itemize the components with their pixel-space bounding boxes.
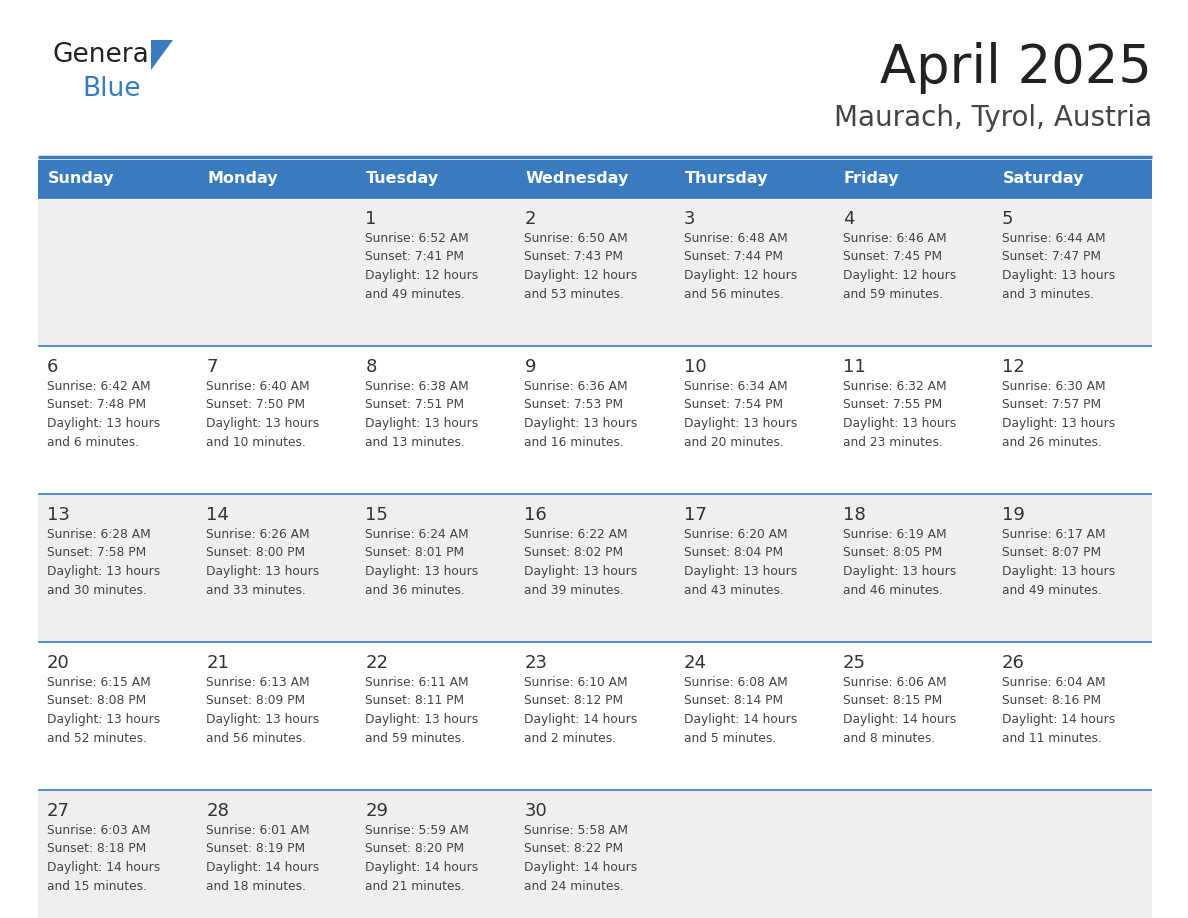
Bar	[197, 160, 356, 198]
Text: 3: 3	[683, 210, 695, 228]
Text: Sunrise: 6:04 AM
Sunset: 8:16 PM
Daylight: 14 hours
and 11 minutes.: Sunrise: 6:04 AM Sunset: 8:16 PM Dayligh…	[1001, 676, 1116, 744]
Text: Sunrise: 6:19 AM
Sunset: 8:05 PM
Daylight: 13 hours
and 46 minutes.: Sunrise: 6:19 AM Sunset: 8:05 PM Dayligh…	[842, 528, 956, 597]
Bar	[834, 160, 993, 198]
Text: Wednesday: Wednesday	[525, 172, 628, 186]
Text: Sunrise: 6:32 AM
Sunset: 7:55 PM
Daylight: 13 hours
and 23 minutes.: Sunrise: 6:32 AM Sunset: 7:55 PM Dayligh…	[842, 380, 956, 449]
Text: Sunrise: 6:22 AM
Sunset: 8:02 PM
Daylight: 13 hours
and 39 minutes.: Sunrise: 6:22 AM Sunset: 8:02 PM Dayligh…	[524, 528, 638, 597]
Text: 28: 28	[207, 802, 229, 820]
Text: Sunrise: 6:46 AM
Sunset: 7:45 PM
Daylight: 12 hours
and 59 minutes.: Sunrise: 6:46 AM Sunset: 7:45 PM Dayligh…	[842, 232, 956, 300]
Text: Friday: Friday	[843, 172, 899, 186]
Text: Sunrise: 6:30 AM
Sunset: 7:57 PM
Daylight: 13 hours
and 26 minutes.: Sunrise: 6:30 AM Sunset: 7:57 PM Dayligh…	[1001, 380, 1116, 449]
Text: 11: 11	[842, 358, 866, 376]
Text: Thursday: Thursday	[684, 172, 769, 186]
Text: Sunrise: 6:42 AM
Sunset: 7:48 PM
Daylight: 13 hours
and 6 minutes.: Sunrise: 6:42 AM Sunset: 7:48 PM Dayligh…	[48, 380, 160, 449]
Text: Maurach, Tyrol, Austria: Maurach, Tyrol, Austria	[834, 104, 1152, 132]
Text: 15: 15	[365, 506, 388, 524]
Text: Sunrise: 5:59 AM
Sunset: 8:20 PM
Daylight: 14 hours
and 21 minutes.: Sunrise: 5:59 AM Sunset: 8:20 PM Dayligh…	[365, 824, 479, 892]
Text: 6: 6	[48, 358, 58, 376]
Text: Tuesday: Tuesday	[366, 172, 440, 186]
Text: 23: 23	[524, 654, 548, 672]
Text: 7: 7	[207, 358, 217, 376]
Text: 13: 13	[48, 506, 70, 524]
Text: Sunrise: 6:15 AM
Sunset: 8:08 PM
Daylight: 13 hours
and 52 minutes.: Sunrise: 6:15 AM Sunset: 8:08 PM Dayligh…	[48, 676, 160, 744]
Text: 26: 26	[1001, 654, 1025, 672]
Text: 9: 9	[524, 358, 536, 376]
Text: Sunrise: 6:34 AM
Sunset: 7:54 PM
Daylight: 13 hours
and 20 minutes.: Sunrise: 6:34 AM Sunset: 7:54 PM Dayligh…	[683, 380, 797, 449]
Bar	[38, 160, 197, 198]
Text: Sunrise: 6:17 AM
Sunset: 8:07 PM
Daylight: 13 hours
and 49 minutes.: Sunrise: 6:17 AM Sunset: 8:07 PM Dayligh…	[1001, 528, 1116, 597]
Text: 24: 24	[683, 654, 707, 672]
Bar	[38, 346, 1152, 494]
Text: Sunrise: 6:26 AM
Sunset: 8:00 PM
Daylight: 13 hours
and 33 minutes.: Sunrise: 6:26 AM Sunset: 8:00 PM Dayligh…	[207, 528, 320, 597]
Text: Sunrise: 6:52 AM
Sunset: 7:41 PM
Daylight: 12 hours
and 49 minutes.: Sunrise: 6:52 AM Sunset: 7:41 PM Dayligh…	[365, 232, 479, 300]
Text: 20: 20	[48, 654, 70, 672]
Text: Sunrise: 6:36 AM
Sunset: 7:53 PM
Daylight: 13 hours
and 16 minutes.: Sunrise: 6:36 AM Sunset: 7:53 PM Dayligh…	[524, 380, 638, 449]
Text: 17: 17	[683, 506, 707, 524]
Text: 22: 22	[365, 654, 388, 672]
Bar	[516, 160, 675, 198]
Bar	[993, 160, 1152, 198]
Text: Sunday: Sunday	[48, 172, 114, 186]
Text: Blue: Blue	[82, 76, 140, 102]
Text: 4: 4	[842, 210, 854, 228]
Text: Sunrise: 6:38 AM
Sunset: 7:51 PM
Daylight: 13 hours
and 13 minutes.: Sunrise: 6:38 AM Sunset: 7:51 PM Dayligh…	[365, 380, 479, 449]
Text: 8: 8	[365, 358, 377, 376]
Text: 1: 1	[365, 210, 377, 228]
Text: 10: 10	[683, 358, 706, 376]
Text: Sunrise: 5:58 AM
Sunset: 8:22 PM
Daylight: 14 hours
and 24 minutes.: Sunrise: 5:58 AM Sunset: 8:22 PM Dayligh…	[524, 824, 638, 892]
Text: Sunrise: 6:08 AM
Sunset: 8:14 PM
Daylight: 14 hours
and 5 minutes.: Sunrise: 6:08 AM Sunset: 8:14 PM Dayligh…	[683, 676, 797, 744]
Text: 2: 2	[524, 210, 536, 228]
Text: Sunrise: 6:24 AM
Sunset: 8:01 PM
Daylight: 13 hours
and 36 minutes.: Sunrise: 6:24 AM Sunset: 8:01 PM Dayligh…	[365, 528, 479, 597]
Bar	[38, 198, 1152, 346]
Text: Sunrise: 6:11 AM
Sunset: 8:11 PM
Daylight: 13 hours
and 59 minutes.: Sunrise: 6:11 AM Sunset: 8:11 PM Dayligh…	[365, 676, 479, 744]
Text: Sunrise: 6:06 AM
Sunset: 8:15 PM
Daylight: 14 hours
and 8 minutes.: Sunrise: 6:06 AM Sunset: 8:15 PM Dayligh…	[842, 676, 956, 744]
Bar	[356, 160, 516, 198]
Text: 27: 27	[48, 802, 70, 820]
Text: Sunrise: 6:03 AM
Sunset: 8:18 PM
Daylight: 14 hours
and 15 minutes.: Sunrise: 6:03 AM Sunset: 8:18 PM Dayligh…	[48, 824, 160, 892]
Text: 14: 14	[207, 506, 229, 524]
Text: 12: 12	[1001, 358, 1025, 376]
Bar	[675, 160, 834, 198]
Text: 30: 30	[524, 802, 548, 820]
Text: Sunrise: 6:50 AM
Sunset: 7:43 PM
Daylight: 12 hours
and 53 minutes.: Sunrise: 6:50 AM Sunset: 7:43 PM Dayligh…	[524, 232, 638, 300]
Text: Sunrise: 6:40 AM
Sunset: 7:50 PM
Daylight: 13 hours
and 10 minutes.: Sunrise: 6:40 AM Sunset: 7:50 PM Dayligh…	[207, 380, 320, 449]
Text: Sunrise: 6:10 AM
Sunset: 8:12 PM
Daylight: 14 hours
and 2 minutes.: Sunrise: 6:10 AM Sunset: 8:12 PM Dayligh…	[524, 676, 638, 744]
Bar	[38, 494, 1152, 642]
Text: General: General	[52, 42, 156, 68]
Text: 25: 25	[842, 654, 866, 672]
Text: 16: 16	[524, 506, 548, 524]
Text: April 2025: April 2025	[880, 42, 1152, 94]
Text: Sunrise: 6:48 AM
Sunset: 7:44 PM
Daylight: 12 hours
and 56 minutes.: Sunrise: 6:48 AM Sunset: 7:44 PM Dayligh…	[683, 232, 797, 300]
Text: 18: 18	[842, 506, 866, 524]
Text: 29: 29	[365, 802, 388, 820]
Text: Monday: Monday	[207, 172, 278, 186]
Text: 21: 21	[207, 654, 229, 672]
Text: Sunrise: 6:28 AM
Sunset: 7:58 PM
Daylight: 13 hours
and 30 minutes.: Sunrise: 6:28 AM Sunset: 7:58 PM Dayligh…	[48, 528, 160, 597]
Text: Sunrise: 6:01 AM
Sunset: 8:19 PM
Daylight: 14 hours
and 18 minutes.: Sunrise: 6:01 AM Sunset: 8:19 PM Dayligh…	[207, 824, 320, 892]
Text: Sunrise: 6:44 AM
Sunset: 7:47 PM
Daylight: 13 hours
and 3 minutes.: Sunrise: 6:44 AM Sunset: 7:47 PM Dayligh…	[1001, 232, 1116, 300]
Text: Sunrise: 6:20 AM
Sunset: 8:04 PM
Daylight: 13 hours
and 43 minutes.: Sunrise: 6:20 AM Sunset: 8:04 PM Dayligh…	[683, 528, 797, 597]
Bar	[38, 642, 1152, 790]
Bar	[38, 790, 1152, 918]
Text: Sunrise: 6:13 AM
Sunset: 8:09 PM
Daylight: 13 hours
and 56 minutes.: Sunrise: 6:13 AM Sunset: 8:09 PM Dayligh…	[207, 676, 320, 744]
Polygon shape	[151, 40, 173, 70]
Text: Saturday: Saturday	[1003, 172, 1085, 186]
Text: 5: 5	[1001, 210, 1013, 228]
Text: 19: 19	[1001, 506, 1025, 524]
